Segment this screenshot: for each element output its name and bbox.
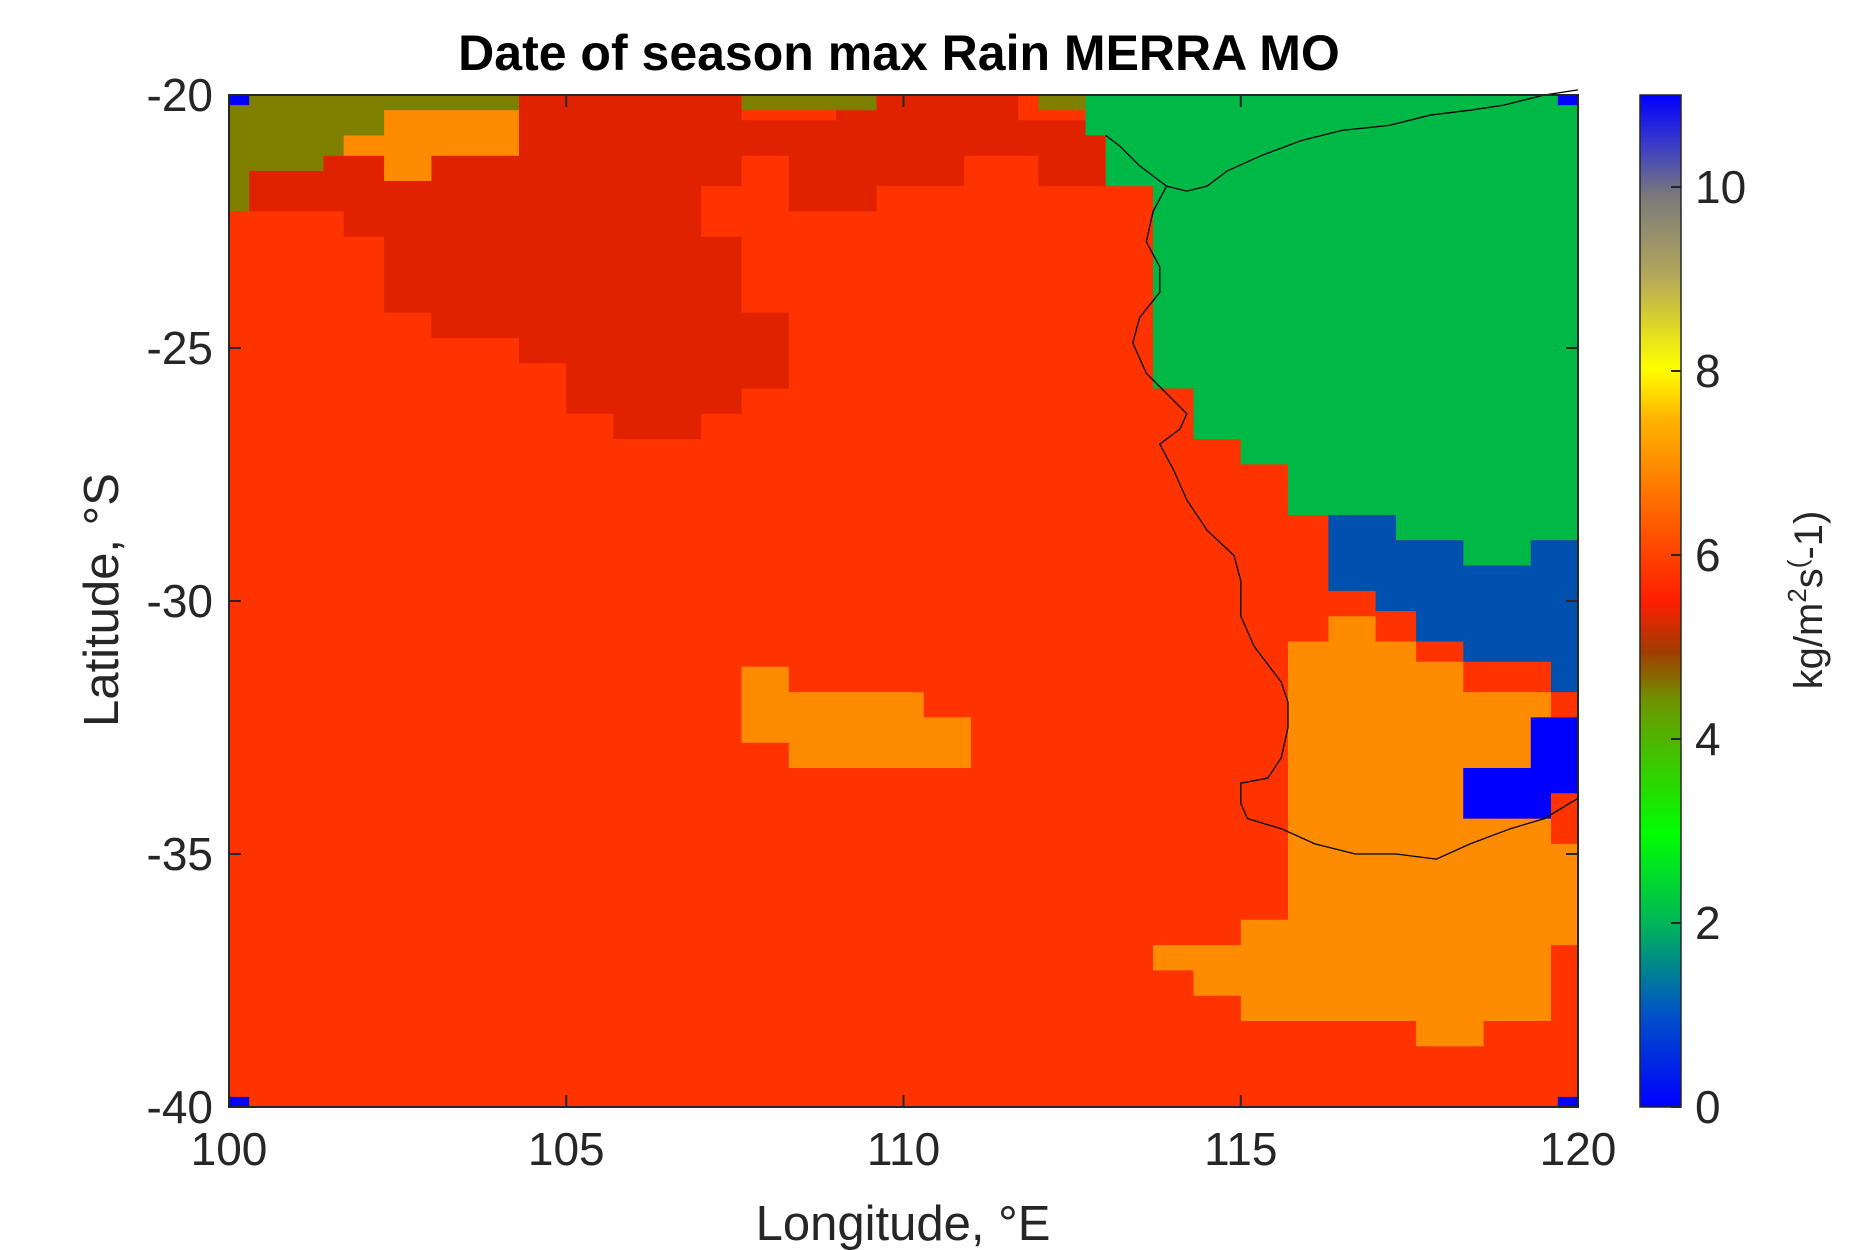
region-dark-red-north <box>249 120 1106 440</box>
y-axis: -20 -25 -30 -35 -40 <box>147 69 1578 1133</box>
colorbar <box>1639 94 1682 1108</box>
region-dark-red-strip-top <box>519 95 742 121</box>
region-olive-top-mid <box>741 95 877 111</box>
region-orange-mid <box>741 666 971 768</box>
coastline-segment <box>1105 89 1579 192</box>
chart-title: Date of season max Rain MERRA MO <box>458 25 1340 81</box>
region-bright-blue-se <box>1463 717 1578 819</box>
y-tick-label: -20 <box>147 69 213 121</box>
colorbar-tick-label: 4 <box>1695 713 1721 765</box>
region-corner-ne <box>1557 95 1578 106</box>
colorbar-tick-label: 6 <box>1695 529 1721 581</box>
y-axis-label: Latitude, °S <box>75 473 129 727</box>
colorbar-tick-label: 0 <box>1695 1081 1721 1133</box>
region-corner-se <box>1557 1096 1578 1107</box>
colorbar-tick-label: 10 <box>1695 161 1746 213</box>
colorbar-ticks: 0 2 4 6 8 10 <box>1671 161 1746 1133</box>
region-corner-sw <box>229 1096 250 1107</box>
region-green-land <box>1085 95 1578 566</box>
x-tick-label: 100 <box>191 1123 268 1175</box>
region-blue-east <box>1328 515 1578 693</box>
colorbar-tick-label: 2 <box>1695 897 1721 949</box>
colorbar-label: kg/m2s(-1) <box>1782 511 1831 690</box>
coastline-segment <box>1132 185 1579 860</box>
coastline <box>1105 89 1579 860</box>
x-axis-label: Longitude, °E <box>756 1197 1051 1250</box>
region-orange-nw <box>343 110 519 181</box>
x-axis: 100 105 110 115 120 <box>191 95 1617 1175</box>
y-tick-label: -35 <box>147 828 213 880</box>
region-orange-se <box>1153 616 1578 1047</box>
map-plot-area[interactable] <box>229 95 1578 1107</box>
region-dark-red-strip-top2 <box>836 95 1019 121</box>
colorbar-tick-label: 8 <box>1695 345 1721 397</box>
x-tick-label: 110 <box>867 1123 940 1175</box>
y-tick-label: -40 <box>147 1081 213 1133</box>
x-tick-label: 115 <box>1204 1123 1277 1175</box>
x-tick-label: 120 <box>1540 1123 1617 1175</box>
region-corner-nw <box>229 95 250 106</box>
y-tick-label: -25 <box>147 322 213 374</box>
x-tick-label: 105 <box>528 1123 605 1175</box>
y-tick-label: -30 <box>147 575 213 627</box>
